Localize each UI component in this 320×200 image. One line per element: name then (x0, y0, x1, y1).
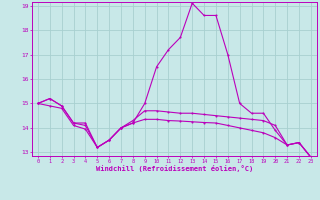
X-axis label: Windchill (Refroidissement éolien,°C): Windchill (Refroidissement éolien,°C) (96, 165, 253, 172)
